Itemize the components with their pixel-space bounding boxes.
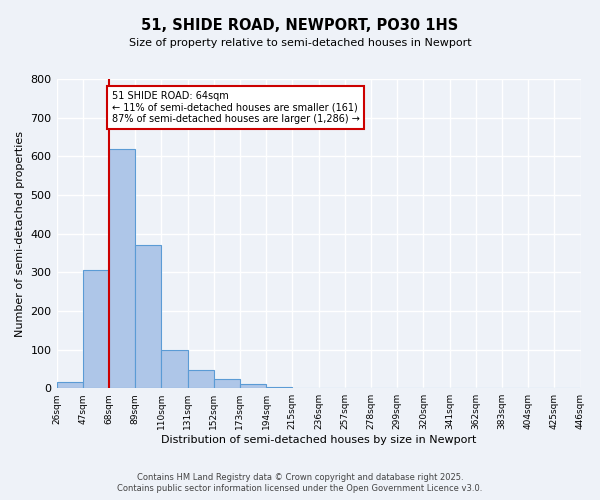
- Text: Contains public sector information licensed under the Open Government Licence v3: Contains public sector information licen…: [118, 484, 482, 493]
- Text: 51 SHIDE ROAD: 64sqm
← 11% of semi-detached houses are smaller (161)
87% of semi: 51 SHIDE ROAD: 64sqm ← 11% of semi-detac…: [112, 90, 359, 124]
- Bar: [109, 148, 135, 388]
- Bar: [214, 378, 240, 388]
- Bar: [161, 350, 188, 388]
- Text: Contains HM Land Registry data © Crown copyright and database right 2025.: Contains HM Land Registry data © Crown c…: [137, 472, 463, 482]
- Y-axis label: Number of semi-detached properties: Number of semi-detached properties: [15, 130, 25, 336]
- Bar: [188, 370, 214, 388]
- Bar: [240, 384, 266, 388]
- Bar: [83, 270, 109, 388]
- Bar: [56, 382, 83, 388]
- X-axis label: Distribution of semi-detached houses by size in Newport: Distribution of semi-detached houses by …: [161, 435, 476, 445]
- Text: 51, SHIDE ROAD, NEWPORT, PO30 1HS: 51, SHIDE ROAD, NEWPORT, PO30 1HS: [142, 18, 458, 32]
- Text: Size of property relative to semi-detached houses in Newport: Size of property relative to semi-detach…: [128, 38, 472, 48]
- Bar: [135, 245, 161, 388]
